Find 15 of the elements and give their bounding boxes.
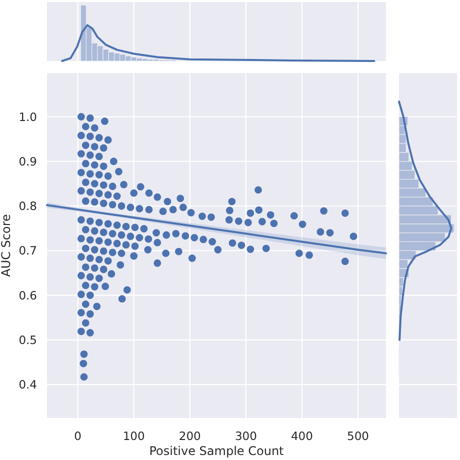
y-tick-label: 0.8 (18, 199, 37, 214)
x-tick-label: 400 (290, 429, 313, 443)
y-tick-label: 0.7 (18, 244, 37, 258)
x-axis-title: Positive Sample Count (149, 444, 284, 458)
y-tick-label: 0.4 (18, 378, 37, 392)
x-tick-label: 0 (74, 429, 82, 443)
x-tick-label: 500 (347, 429, 369, 443)
x-tick-label: 200 (178, 429, 201, 443)
y-tick-label: 0.5 (18, 332, 37, 347)
x-tick-label: 100 (122, 429, 145, 443)
x-tick-label: 300 (234, 429, 257, 443)
y-tick-label: 1.0 (18, 110, 37, 124)
y-axis-title: AUC Score (0, 214, 13, 277)
y-tick-label: 0.6 (18, 288, 37, 302)
y-tick-label: 0.9 (18, 154, 37, 168)
